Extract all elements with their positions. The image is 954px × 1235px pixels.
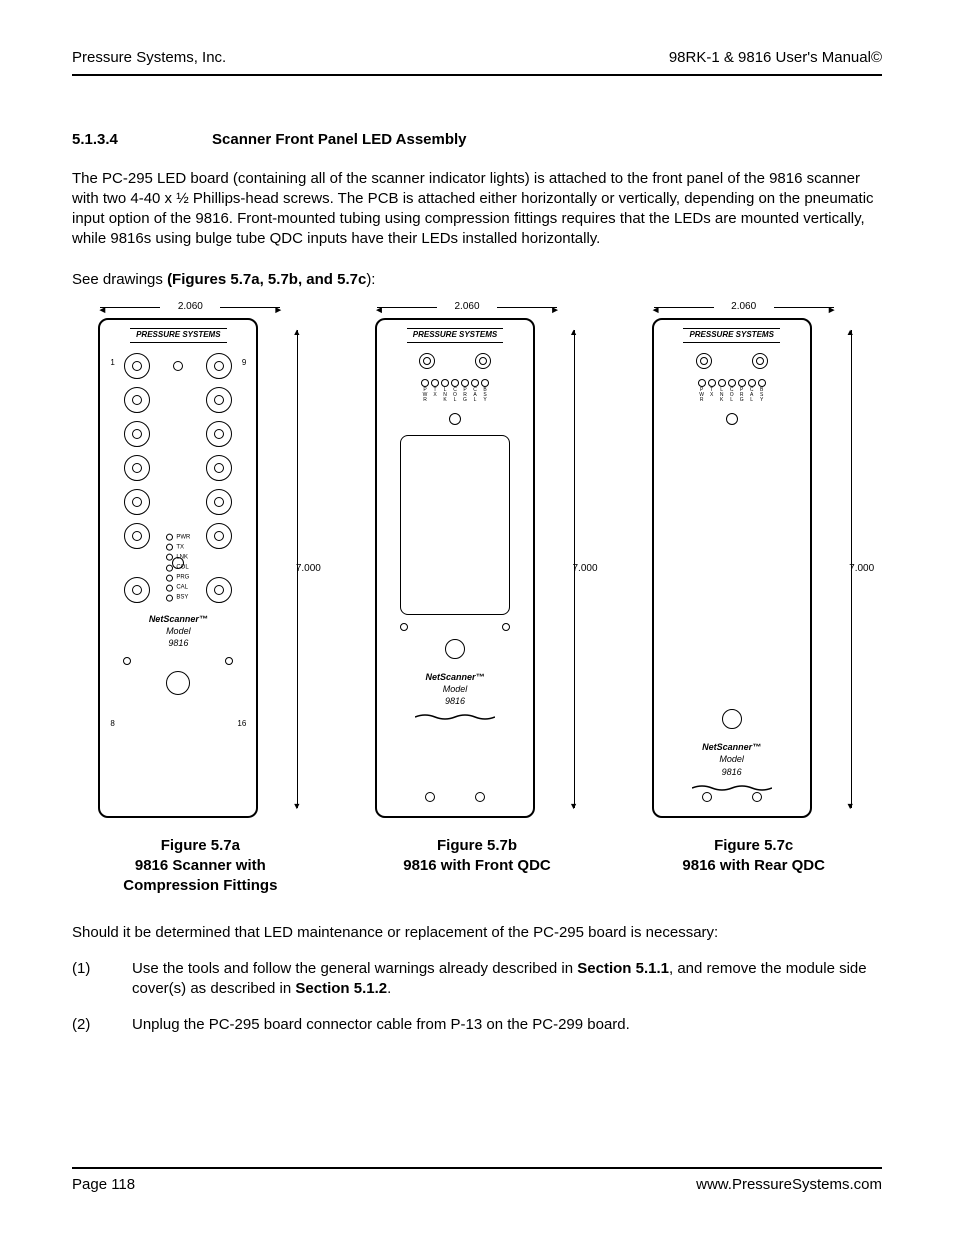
fitting-icon bbox=[124, 455, 150, 481]
dim-height-c: ▲▼ 7.000 bbox=[842, 330, 882, 808]
header-right: 98RK-1 & 9816 User's Manual© bbox=[669, 48, 882, 68]
dim-height-a: ▲▼ 7.000 bbox=[288, 330, 328, 808]
fitting-icon bbox=[206, 489, 232, 515]
fitting-icon bbox=[124, 421, 150, 447]
see-drawings: See drawings (Figures 5.7a, 5.7b, and 5.… bbox=[72, 270, 882, 290]
dim-height-b: ▲▼ 7.000 bbox=[565, 330, 605, 808]
fitting-icon bbox=[206, 353, 232, 379]
fitting-icon bbox=[124, 523, 150, 549]
section-number: 5.1.3.4 bbox=[72, 130, 212, 150]
fitting-icon bbox=[124, 489, 150, 515]
hole-icon bbox=[702, 792, 712, 802]
num-9: 9 bbox=[242, 358, 246, 369]
screw-icon bbox=[752, 353, 768, 369]
caption-a: Figure 5.7a 9816 Scanner with Compressio… bbox=[123, 836, 277, 897]
hole-icon bbox=[400, 623, 408, 631]
fitting-icon bbox=[124, 353, 150, 379]
dim-width-b: ◄2.060► bbox=[377, 300, 557, 314]
wave-icon bbox=[692, 784, 772, 792]
num-16: 16 bbox=[237, 719, 246, 730]
fitting-icon bbox=[124, 577, 150, 603]
paragraph-1: The PC-295 LED board (containing all of … bbox=[72, 169, 882, 250]
led-row: PWRTXLNKCOLPRGCALBSY bbox=[421, 379, 489, 403]
led-row: PWRTXLNKCOLPRGCALBSY bbox=[698, 379, 766, 403]
footer-left: Page 118 bbox=[72, 1175, 135, 1195]
fitting-icon bbox=[206, 421, 232, 447]
fitting-icon bbox=[206, 523, 232, 549]
model-text-a: NetScanner™ Model 9816 bbox=[149, 613, 208, 649]
hole-icon bbox=[449, 413, 461, 425]
figure-c: ◄2.060► ▲▼ 7.000 PRESSURE SYSTEMS PWRTXL… bbox=[625, 300, 882, 897]
brand-a: PRESSURE SYSTEMS bbox=[130, 328, 226, 343]
section-title: Scanner Front Panel LED Assembly bbox=[212, 130, 467, 150]
fitting-icon bbox=[124, 387, 150, 413]
panel-b: PRESSURE SYSTEMS PWRTXLNKCOLPRGCALBSY Ne… bbox=[375, 318, 535, 818]
step-1: (1) Use the tools and follow the general… bbox=[72, 959, 882, 1000]
hole-icon bbox=[166, 671, 190, 695]
caption-c: Figure 5.7c 9816 with Rear QDC bbox=[682, 836, 825, 897]
header-left: Pressure Systems, Inc. bbox=[72, 48, 226, 68]
model-text-c: NetScanner™ Model 9816 bbox=[702, 741, 761, 777]
hole-icon bbox=[502, 623, 510, 631]
hole-icon bbox=[752, 792, 762, 802]
panel-a: PRESSURE SYSTEMS 1 9 PWRTXLNKCOLPRGCALBS… bbox=[98, 318, 258, 818]
fitting-icon bbox=[206, 455, 232, 481]
num-8: 8 bbox=[110, 719, 114, 730]
model-text-b: NetScanner™ Model 9816 bbox=[425, 671, 484, 707]
panel-c: PRESSURE SYSTEMS PWRTXLNKCOLPRGCALBSY Ne… bbox=[652, 318, 812, 818]
figure-a: ◄2.060► ▲▼ 7.000 PRESSURE SYSTEMS 1 9 PW… bbox=[72, 300, 329, 897]
screw-icon bbox=[475, 353, 491, 369]
hole-icon bbox=[475, 792, 485, 802]
fitting-icon bbox=[206, 577, 232, 603]
hole-icon bbox=[173, 361, 183, 371]
footer-right: www.PressureSystems.com bbox=[696, 1175, 882, 1195]
hole-icon bbox=[123, 657, 131, 665]
step-2: (2) Unplug the PC-295 board connector ca… bbox=[72, 1015, 882, 1035]
num-1: 1 bbox=[110, 358, 114, 369]
hole-icon bbox=[425, 792, 435, 802]
dim-width-c: ◄2.060► bbox=[654, 300, 834, 314]
screw-icon bbox=[419, 353, 435, 369]
dim-width-a: ◄2.060► bbox=[100, 300, 280, 314]
paragraph-2: Should it be determined that LED mainten… bbox=[72, 923, 882, 943]
caption-b: Figure 5.7b 9816 with Front QDC bbox=[403, 836, 551, 897]
figures-row: ◄2.060► ▲▼ 7.000 PRESSURE SYSTEMS 1 9 PW… bbox=[72, 300, 882, 897]
figure-b: ◄2.060► ▲▼ 7.000 PRESSURE SYSTEMS PWRTXL… bbox=[349, 300, 606, 897]
led-column: PWRTXLNKCOLPRGCALBSY bbox=[166, 533, 190, 602]
window-icon bbox=[400, 435, 510, 615]
hole-icon bbox=[225, 657, 233, 665]
fitting-icon bbox=[206, 387, 232, 413]
wave-icon bbox=[415, 713, 495, 721]
hole-icon bbox=[726, 413, 738, 425]
hole-icon bbox=[445, 639, 465, 659]
screw-icon bbox=[696, 353, 712, 369]
hole-icon bbox=[722, 709, 742, 729]
brand-c: PRESSURE SYSTEMS bbox=[683, 328, 779, 343]
brand-b: PRESSURE SYSTEMS bbox=[407, 328, 503, 343]
